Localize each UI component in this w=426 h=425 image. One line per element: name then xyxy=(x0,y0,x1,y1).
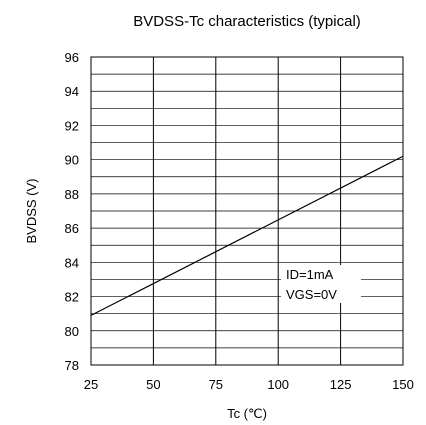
y-tick-label: 94 xyxy=(65,84,79,99)
x-axis-label: Tc (℃) xyxy=(227,406,267,421)
y-tick-label: 90 xyxy=(65,153,79,168)
series-layer xyxy=(90,155,404,316)
x-tick-label: 125 xyxy=(330,377,352,392)
y-tick-label: 78 xyxy=(65,358,79,373)
y-tick-label: 80 xyxy=(65,324,79,339)
x-tick-labels: 25 50 75 100 125 150 xyxy=(84,377,414,392)
x-tick-label: 50 xyxy=(146,377,160,392)
series-line xyxy=(90,155,404,316)
grid xyxy=(91,57,403,365)
chart-title: BVDSS-Tc characteristics (typical) xyxy=(133,13,361,30)
x-tick-label: 150 xyxy=(392,377,414,392)
y-axis-label: BVDSS (V) xyxy=(24,178,39,243)
annotation-id: ID=1mA xyxy=(286,267,334,282)
y-tick-label: 92 xyxy=(65,118,79,133)
x-tick-label: 75 xyxy=(209,377,223,392)
x-tick-label: 25 xyxy=(84,377,98,392)
y-tick-label: 84 xyxy=(65,255,79,270)
plot-frame xyxy=(90,56,404,366)
x-tick-label: 100 xyxy=(267,377,289,392)
annotation-vgs: VGS=0V xyxy=(286,287,337,302)
y-tick-labels: 78 80 82 84 86 88 90 92 94 96 xyxy=(65,50,79,373)
y-tick-label: 82 xyxy=(65,290,79,305)
y-tick-label: 96 xyxy=(65,50,79,65)
annotation-background xyxy=(281,265,361,303)
y-tick-label: 88 xyxy=(65,187,79,202)
y-tick-label: 86 xyxy=(65,221,79,236)
